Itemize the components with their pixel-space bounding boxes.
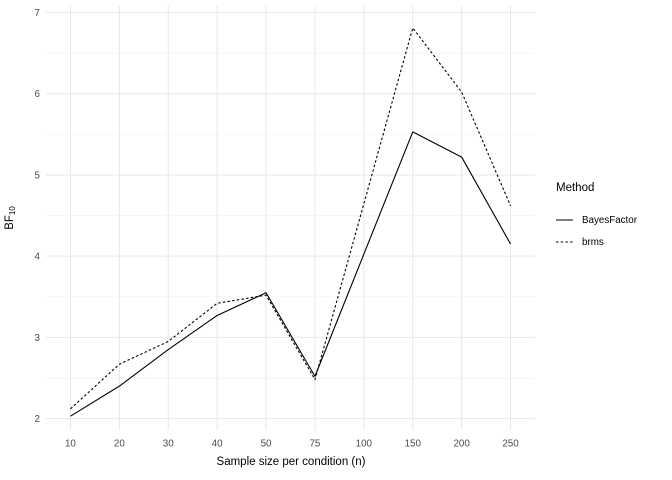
x-tick-label: 75 <box>309 439 320 450</box>
y-axis-title-base: BF <box>4 215 16 230</box>
legend-item-label: BayesFactor <box>582 214 637 226</box>
y-tick-label: 4 <box>35 252 41 263</box>
y-tick-label: 2 <box>35 414 40 425</box>
y-axis-title-subscript: 10 <box>8 206 17 216</box>
x-tick-label: 20 <box>114 439 125 450</box>
legend-key-dashed-line-icon <box>556 241 573 243</box>
x-tick-label: 150 <box>405 439 422 450</box>
legend-items: BayesFactor brms <box>556 209 637 253</box>
x-tick-label: 100 <box>356 439 373 450</box>
x-tick-label: 200 <box>453 439 470 450</box>
legend-item-brms: brms <box>556 231 637 253</box>
series-line-brms <box>70 27 512 410</box>
legend-item-label: brms <box>582 236 604 248</box>
legend: Method BayesFactor brms <box>556 181 637 253</box>
legend-item-bayesfactor: BayesFactor <box>556 209 637 231</box>
series-line-bayesfactor <box>70 131 512 417</box>
y-axis-title: BF10 <box>4 206 17 230</box>
y-tick-label: 7 <box>35 8 40 19</box>
y-tick-label: 3 <box>35 333 41 344</box>
y-tick-label: 5 <box>35 170 41 181</box>
legend-key-solid-line-icon <box>556 219 573 221</box>
x-tick-label: 10 <box>65 439 76 450</box>
legend-title: Method <box>556 182 595 194</box>
x-tick-label: 30 <box>163 439 174 450</box>
x-tick-label: 40 <box>212 439 223 450</box>
x-tick-label: 50 <box>261 439 272 450</box>
x-axis-title: Sample size per condition (n) <box>216 456 366 468</box>
x-tick-label: 250 <box>502 439 519 450</box>
y-tick-label: 6 <box>35 89 41 100</box>
